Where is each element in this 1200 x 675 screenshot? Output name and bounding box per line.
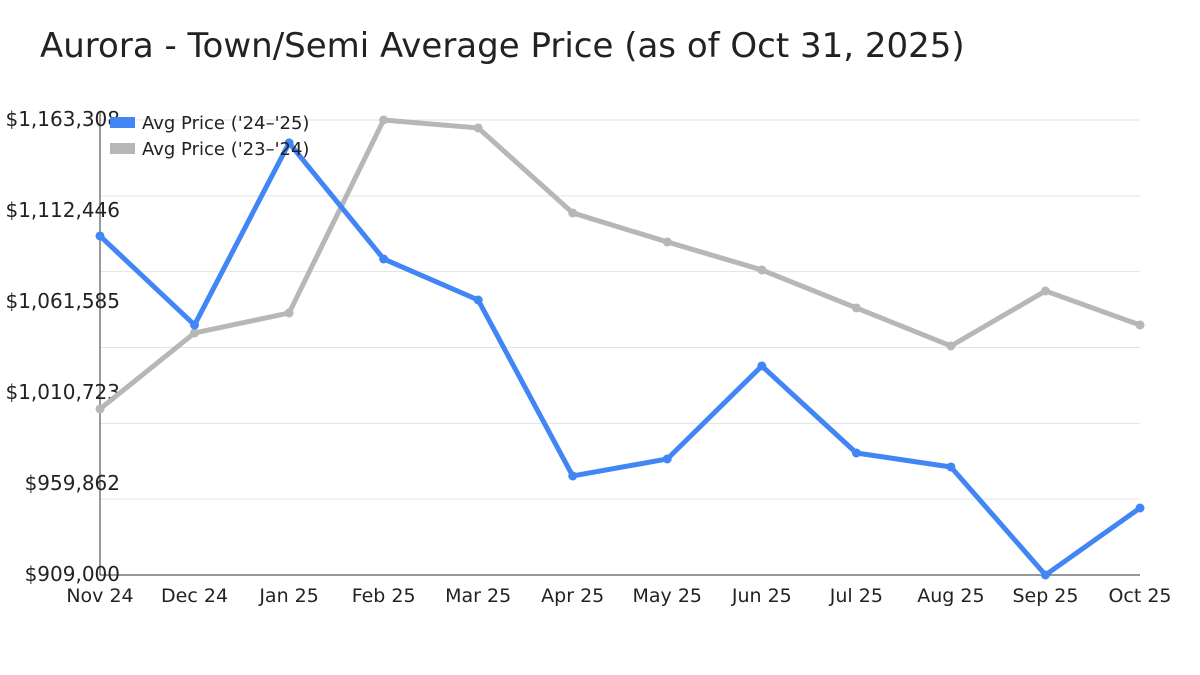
data-point bbox=[379, 254, 389, 264]
data-point bbox=[662, 454, 672, 464]
y-tick-label: $1,163,308 bbox=[5, 107, 120, 131]
y-tick-label: $909,000 bbox=[25, 562, 120, 586]
data-point bbox=[95, 404, 105, 414]
data-point bbox=[190, 320, 200, 330]
data-point bbox=[757, 361, 767, 371]
data-point bbox=[946, 462, 956, 472]
y-tick-label: $1,061,585 bbox=[5, 289, 120, 313]
data-point bbox=[379, 115, 389, 125]
x-tick-label: May 25 bbox=[633, 585, 703, 607]
data-point bbox=[1040, 570, 1050, 580]
data-point bbox=[95, 231, 105, 241]
x-tick-label: Aug 25 bbox=[917, 585, 984, 607]
chart-title: Aurora - Town/Semi Average Price (as of … bbox=[40, 26, 965, 66]
data-point bbox=[473, 295, 483, 305]
y-tick-label: $1,112,446 bbox=[5, 198, 120, 222]
data-point bbox=[568, 471, 578, 481]
x-tick-label: Jul 25 bbox=[829, 585, 883, 607]
legend-label: Avg Price ('23–'24) bbox=[142, 139, 309, 160]
x-tick-label: Sep 25 bbox=[1012, 585, 1078, 607]
data-point bbox=[284, 308, 294, 318]
data-point bbox=[662, 237, 672, 247]
x-tick-label: Apr 25 bbox=[541, 585, 604, 607]
x-tick-label: Jan 25 bbox=[258, 585, 319, 607]
legend-label: Avg Price ('24–'25) bbox=[142, 113, 309, 134]
x-tick-label: Mar 25 bbox=[445, 585, 511, 607]
data-point bbox=[473, 123, 483, 133]
x-tick-label: Nov 24 bbox=[66, 585, 133, 607]
x-tick-label: Oct 25 bbox=[1108, 585, 1171, 607]
x-tick-label: Feb 25 bbox=[352, 585, 416, 607]
y-tick-label: $959,862 bbox=[25, 471, 120, 495]
data-point bbox=[284, 138, 294, 148]
x-tick-label: Jun 25 bbox=[731, 585, 792, 607]
data-point bbox=[757, 265, 767, 275]
legend-swatch bbox=[110, 117, 135, 128]
data-point bbox=[946, 341, 956, 351]
legend-swatch bbox=[110, 143, 135, 154]
data-point bbox=[1040, 286, 1050, 296]
data-point bbox=[851, 448, 861, 458]
data-point bbox=[1135, 503, 1145, 513]
x-tick-label: Dec 24 bbox=[161, 585, 228, 607]
data-point bbox=[851, 303, 861, 313]
series-line-0 bbox=[98, 140, 1142, 578]
series-line-1 bbox=[98, 117, 1141, 411]
data-point bbox=[1135, 320, 1145, 330]
data-point bbox=[568, 208, 578, 218]
data-point bbox=[190, 328, 200, 338]
y-tick-label: $1,010,723 bbox=[5, 380, 120, 404]
